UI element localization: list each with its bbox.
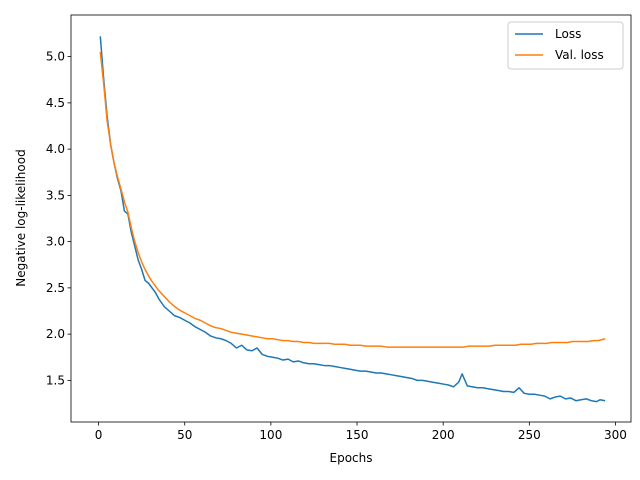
legend-label-1: Val. loss [555, 48, 604, 62]
plot-background [71, 15, 631, 422]
series-line-0 [99, 36, 606, 403]
y-tick-label: 3.0 [46, 235, 65, 249]
x-tick-label: 300 [604, 428, 627, 442]
y-tick-label: 2.0 [46, 327, 65, 341]
plot-frame [70, 14, 632, 423]
x-tick-label: 0 [95, 428, 103, 442]
x-axis-label: Epochs [330, 451, 373, 465]
x-tick-label: 100 [259, 428, 282, 442]
series-line-1 [99, 51, 606, 348]
x-axis-ticks: 0 50 100 150 200 250 300 [95, 422, 627, 442]
y-tick-label: 4.0 [46, 142, 65, 156]
plot-area [70, 14, 632, 423]
y-tick-label: 2.5 [46, 281, 65, 295]
y-tick-label: 3.5 [46, 188, 65, 202]
x-tick-label: 200 [432, 428, 455, 442]
x-tick-label: 50 [177, 428, 192, 442]
y-axis-label: Negative log-likelihood [14, 149, 28, 286]
legend-label-0: Loss [555, 27, 581, 41]
series-layer [99, 36, 606, 403]
y-tick-label: 4.5 [46, 96, 65, 110]
x-tick-label: 150 [346, 428, 369, 442]
y-axis-ticks: 1.5 2.0 2.5 3.0 3.5 4.0 4.5 5.0 [46, 50, 71, 387]
y-tick-label: 1.5 [46, 373, 65, 387]
y-tick-label: 5.0 [46, 50, 65, 64]
legend: Loss Val. loss [507, 21, 624, 70]
x-tick-label: 250 [518, 428, 541, 442]
